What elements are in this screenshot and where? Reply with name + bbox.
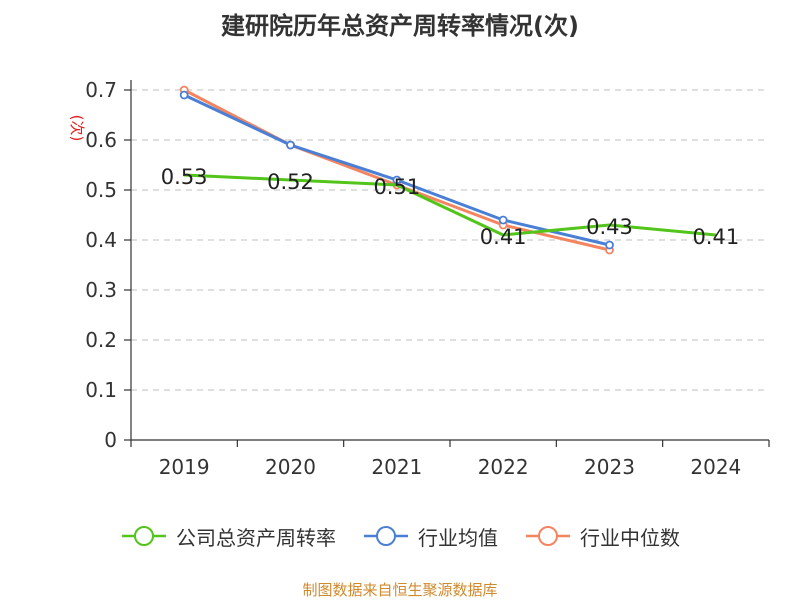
data-labels: 0.53 0.52 0.51 0.41 0.43 0.41 [161, 165, 739, 249]
legend-item[interactable]: 行业均值 [362, 522, 498, 551]
data-point [179, 90, 189, 100]
y-tick-label: 0.6 [85, 128, 117, 152]
y-tick-label: 0.2 [85, 328, 117, 352]
y-tick-label: 0.4 [85, 228, 117, 252]
x-tick-label: 2020 [265, 455, 316, 479]
source-note: 制图数据来自恒生聚源数据库 [302, 581, 498, 599]
legend: 公司总资产周转率 行业均值 行业中位数 [0, 519, 800, 553]
x-tick-label: 2023 [584, 455, 635, 479]
legend-label: 行业中位数 [580, 525, 680, 550]
x-tick-label: 2022 [478, 455, 529, 479]
data-label: 0.51 [373, 175, 420, 199]
series-line [183, 88, 610, 252]
grid-lines [131, 89, 769, 391]
x-tick-label: 2021 [371, 455, 422, 479]
y-tick-label: 0.1 [85, 378, 117, 402]
data-point [498, 215, 508, 225]
y-tick-label: 0.5 [85, 178, 117, 202]
data-label: 0.41 [692, 225, 739, 249]
data-point [605, 240, 614, 250]
data-label: 0.41 [480, 225, 527, 249]
x-tick-label: 2019 [159, 455, 210, 479]
series-line [184, 173, 716, 237]
axes: 0 0.1 0.2 0.3 0.4 0.5 0.6 0.7 2019 2020 2021 2022 20… [68, 78, 770, 479]
chart-title: 建研院历年总资产周转率情况(次) [221, 12, 579, 40]
legend-label: 公司总资产周转率 [176, 525, 336, 550]
legend-swatch [364, 526, 408, 546]
data-label: 0.52 [267, 170, 314, 194]
y-tick-label: 0 [104, 428, 117, 452]
y-tick-label: 0.3 [85, 278, 117, 302]
legend-swatch [122, 526, 166, 546]
legend-swatch [526, 526, 570, 546]
x-tick-label: 2024 [690, 455, 741, 479]
data-point [286, 140, 295, 150]
legend-item[interactable]: 行业中位数 [524, 522, 680, 551]
series-line [183, 93, 610, 247]
legend-item[interactable]: 公司总资产周转率 [120, 522, 336, 551]
data-label: 0.43 [586, 215, 633, 239]
series-lines [179, 85, 716, 255]
data-label: 0.53 [161, 165, 208, 189]
y-tick-label: 0.7 [85, 78, 117, 102]
y-axis-label: (次) [68, 115, 86, 142]
legend-label: 行业均值 [418, 525, 498, 550]
